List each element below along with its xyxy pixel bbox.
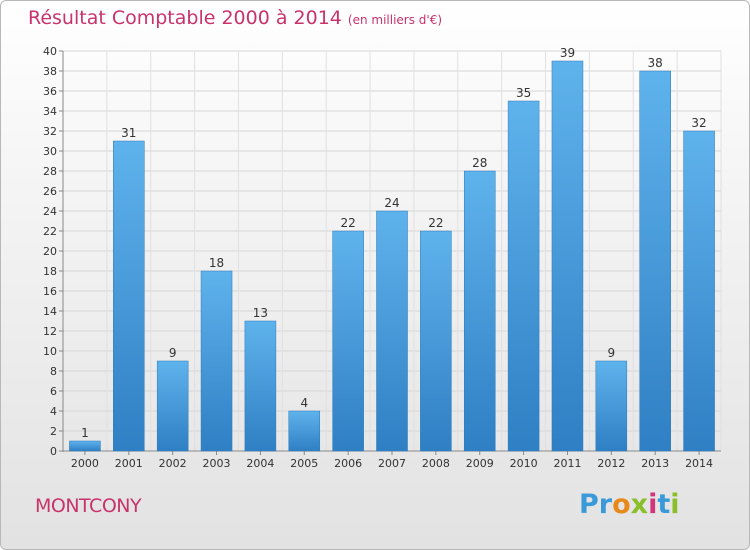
logo-part: x [630, 489, 649, 520]
y-tick-label: 6 [50, 385, 57, 398]
logo-part: i [670, 489, 680, 520]
y-tick-label: 8 [50, 365, 57, 378]
y-tick-label: 14 [43, 305, 57, 318]
bar-value-label: 35 [516, 86, 531, 100]
bar-2005 [288, 410, 321, 452]
x-tick-label: 2014 [685, 457, 713, 470]
y-tick-label: 32 [43, 125, 57, 138]
bar-value-label: 28 [472, 156, 487, 170]
bar-2009 [463, 170, 496, 452]
bar-2011 [551, 60, 584, 452]
logo-part: i [648, 489, 658, 520]
bar-value-label: 22 [428, 216, 443, 230]
bar-2013 [639, 70, 671, 452]
bar-2007 [376, 210, 408, 452]
bar-2004 [244, 320, 277, 452]
y-tick-label: 36 [43, 85, 57, 98]
bar-2008 [420, 230, 452, 452]
bar-2003 [200, 270, 233, 452]
bar-value-label: 1 [81, 426, 89, 440]
bar-value-label: 9 [169, 346, 177, 360]
bar-value-label: 4 [300, 396, 308, 410]
chart-subtitle: (en milliers d'€) [347, 13, 443, 27]
proxiti-logo: Proxiti [579, 489, 680, 520]
y-tick-label: 20 [43, 245, 57, 258]
x-tick-label: 2012 [597, 457, 625, 470]
bar-value-label: 31 [121, 126, 136, 140]
logo-part: t [657, 489, 671, 520]
bar-2002 [156, 360, 189, 452]
bar-2000 [69, 440, 101, 452]
x-tick-label: 2001 [115, 457, 143, 470]
bar-2010 [507, 100, 540, 452]
x-tick-label: 2008 [422, 457, 450, 470]
x-tick-label: 2005 [290, 457, 318, 470]
y-tick-label: 30 [43, 145, 57, 158]
x-tick-label: 2006 [334, 457, 362, 470]
bar-value-label: 22 [340, 216, 355, 230]
bar-value-label: 38 [648, 56, 663, 70]
x-tick-label: 2010 [510, 457, 538, 470]
x-tick-label: 2000 [71, 457, 99, 470]
y-tick-label: 18 [43, 265, 57, 278]
chart-title-text: Résultat Comptable 2000 à 2014 [28, 7, 342, 29]
y-tick-label: 2 [50, 425, 57, 438]
bar-value-label: 18 [209, 256, 224, 270]
y-tick-label: 28 [43, 165, 57, 178]
y-tick-label: 0 [50, 445, 57, 458]
y-tick-label: 40 [43, 45, 57, 58]
x-tick-label: 2007 [378, 457, 406, 470]
x-tick-label: 2003 [203, 457, 231, 470]
y-tick-label: 22 [43, 225, 57, 238]
chart-title: Résultat Comptable 2000 à 2014 (en millie… [28, 7, 442, 29]
bar-2014 [683, 130, 715, 452]
y-tick-label: 26 [43, 185, 57, 198]
x-tick-label: 2004 [246, 457, 274, 470]
x-tick-label: 2002 [159, 457, 187, 470]
y-tick-label: 34 [43, 105, 57, 118]
logo-part: o [612, 489, 631, 520]
y-tick-label: 12 [43, 325, 57, 338]
logo-part: Pr [579, 489, 613, 520]
y-tick-label: 24 [43, 205, 57, 218]
bar-value-label: 39 [560, 46, 575, 60]
y-tick-label: 10 [43, 345, 57, 358]
bar-value-label: 13 [253, 306, 268, 320]
bar-2001 [113, 140, 145, 452]
bar-2006 [332, 230, 364, 452]
y-tick-label: 38 [43, 65, 57, 78]
y-tick-label: 4 [50, 405, 57, 418]
commune-name: MONTCONY [35, 495, 142, 517]
x-tick-label: 2013 [641, 457, 669, 470]
bar-value-label: 24 [384, 196, 399, 210]
bar-value-label: 32 [691, 116, 706, 130]
y-tick-label: 16 [43, 285, 57, 298]
x-tick-label: 2011 [553, 457, 581, 470]
x-tick-label: 2009 [466, 457, 494, 470]
bar-value-label: 9 [608, 346, 616, 360]
bar-2012 [595, 360, 628, 452]
